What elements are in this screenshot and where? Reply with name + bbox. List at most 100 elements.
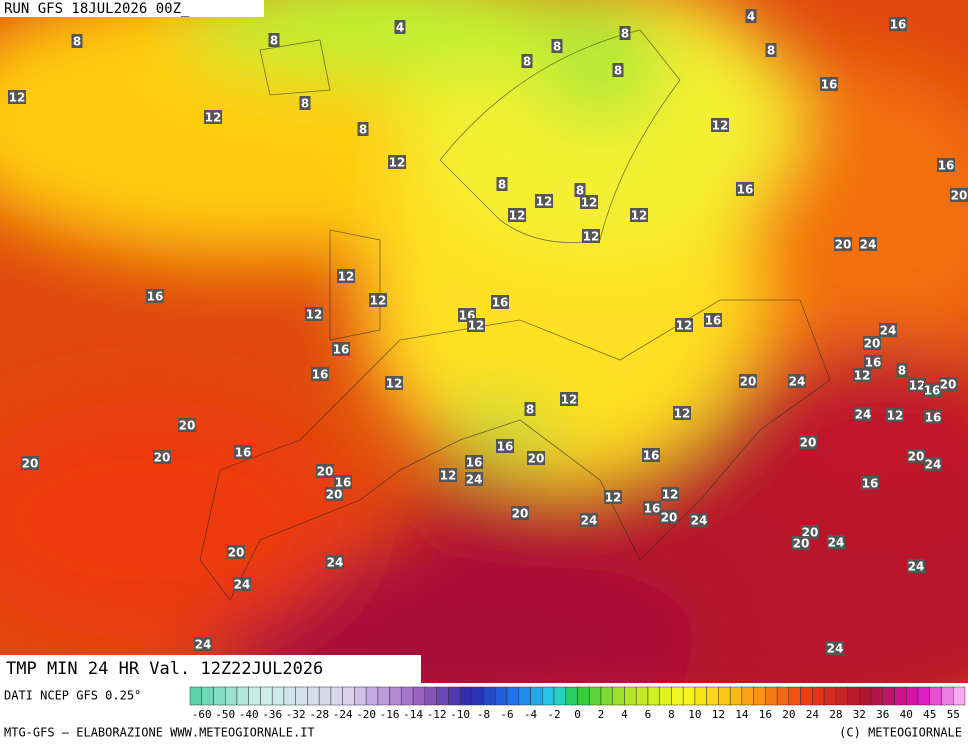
label-box	[521, 54, 533, 68]
label-box	[864, 355, 882, 369]
colorbar-swatch	[882, 686, 895, 706]
label-box	[369, 293, 387, 307]
map-value-label: 16	[333, 343, 350, 357]
map-value-label: 24	[925, 458, 942, 472]
label-box	[630, 208, 648, 222]
map-value-label: 12	[712, 119, 729, 133]
map-value-label: 16	[497, 440, 514, 454]
colorbar-label: 40	[900, 708, 913, 721]
label-box	[233, 577, 251, 591]
map-value-label: 20	[326, 488, 343, 502]
colorbar-label: -36	[262, 708, 282, 721]
label-box	[907, 449, 925, 463]
label-box	[861, 476, 879, 490]
colorbar-label: 14	[735, 708, 749, 721]
label-box	[178, 418, 196, 432]
label-box	[937, 158, 955, 172]
label-box	[194, 637, 212, 651]
map-value-label: 12	[389, 156, 406, 170]
colorbar-swatch	[953, 686, 966, 706]
colorbar-swatch	[682, 686, 696, 706]
colorbar-label: 16	[759, 708, 772, 721]
map-value-label: 12	[9, 91, 26, 105]
label-box	[642, 448, 660, 462]
colorbar-swatch	[765, 686, 778, 706]
map-value-label: 8	[526, 403, 534, 417]
label-box	[704, 313, 722, 327]
colorbar-swatch	[741, 686, 754, 706]
map-value-label: 20	[317, 465, 334, 479]
label-box	[153, 450, 171, 464]
map-value-label: 20	[22, 457, 39, 471]
map-value-label: 12	[561, 393, 578, 407]
map-value-label: 8	[898, 364, 906, 378]
map-value-label: 24	[691, 514, 708, 528]
colorbar-swatch	[248, 686, 261, 706]
map-value-label: 24	[195, 638, 212, 652]
label-box	[675, 318, 693, 332]
label-box	[394, 20, 406, 34]
label-box	[508, 208, 526, 222]
map-value-label: 16	[705, 314, 722, 328]
colorbar-swatch	[354, 686, 367, 706]
colorbar-swatch	[588, 686, 602, 706]
label-box	[8, 90, 26, 104]
map-value-label: 12	[662, 488, 679, 502]
colorbar-swatch	[307, 686, 320, 706]
colorbar-swatch	[917, 686, 931, 706]
label-box	[908, 378, 926, 392]
label-box	[465, 472, 483, 486]
colorbar-label: 8	[668, 708, 675, 721]
colorbar-swatch	[377, 686, 390, 706]
label-box	[311, 367, 329, 381]
map-value-label: 12	[386, 377, 403, 391]
map-value-label: 8	[523, 55, 531, 69]
colorbar-swatch	[365, 686, 379, 706]
colorbar-swatch	[553, 686, 567, 706]
label-box	[886, 408, 904, 422]
run-label: RUN GFS 18JUL2026 00Z_	[4, 1, 190, 17]
colorbar-label: 55	[947, 708, 960, 721]
map-value-label: 24	[908, 560, 925, 574]
label-box	[711, 118, 729, 132]
map-value-label: 20	[154, 451, 171, 465]
label-box	[745, 9, 757, 23]
label-box	[580, 513, 598, 527]
colorbar-swatch	[624, 686, 637, 706]
map-value-label: 24	[827, 642, 844, 656]
map-value-label: 20	[800, 436, 817, 450]
map-value-label: 16	[466, 456, 483, 470]
colorbar-swatch	[330, 686, 343, 706]
map-value-label: 12	[581, 196, 598, 210]
colorbar-swatch	[530, 686, 543, 706]
colorbar-label: 28	[829, 708, 842, 721]
colorbar-swatch	[847, 686, 860, 706]
colorbar-swatch	[694, 686, 707, 706]
map-value-label: 8	[270, 34, 278, 48]
label-box	[551, 39, 563, 53]
label-box	[799, 435, 817, 449]
colorbar-label: -6	[500, 708, 513, 721]
map-value-label: 12	[370, 294, 387, 308]
colorbar-swatch	[401, 686, 414, 706]
label-box	[560, 392, 578, 406]
colorbar-swatch	[518, 686, 531, 706]
map-value-label: 20	[940, 378, 957, 392]
colorbar-swatch	[671, 686, 684, 706]
colorbar-label: -40	[239, 708, 259, 721]
label-box	[896, 363, 908, 377]
colorbar-label: 2	[598, 708, 605, 721]
map-value-label: 20	[740, 375, 757, 389]
map-value-label: 20	[512, 507, 529, 521]
colorbar-swatch	[201, 686, 214, 706]
map-value-label: 8	[301, 97, 309, 111]
label-box	[332, 342, 350, 356]
colorbar-swatch	[471, 686, 484, 706]
colorbar-swatch	[542, 686, 555, 706]
label-box	[736, 182, 754, 196]
colorbar-swatch	[812, 686, 825, 706]
map-value-label: 12	[468, 319, 485, 333]
map-value-label: 24	[860, 238, 877, 252]
colorbar-label: -12	[427, 708, 447, 721]
